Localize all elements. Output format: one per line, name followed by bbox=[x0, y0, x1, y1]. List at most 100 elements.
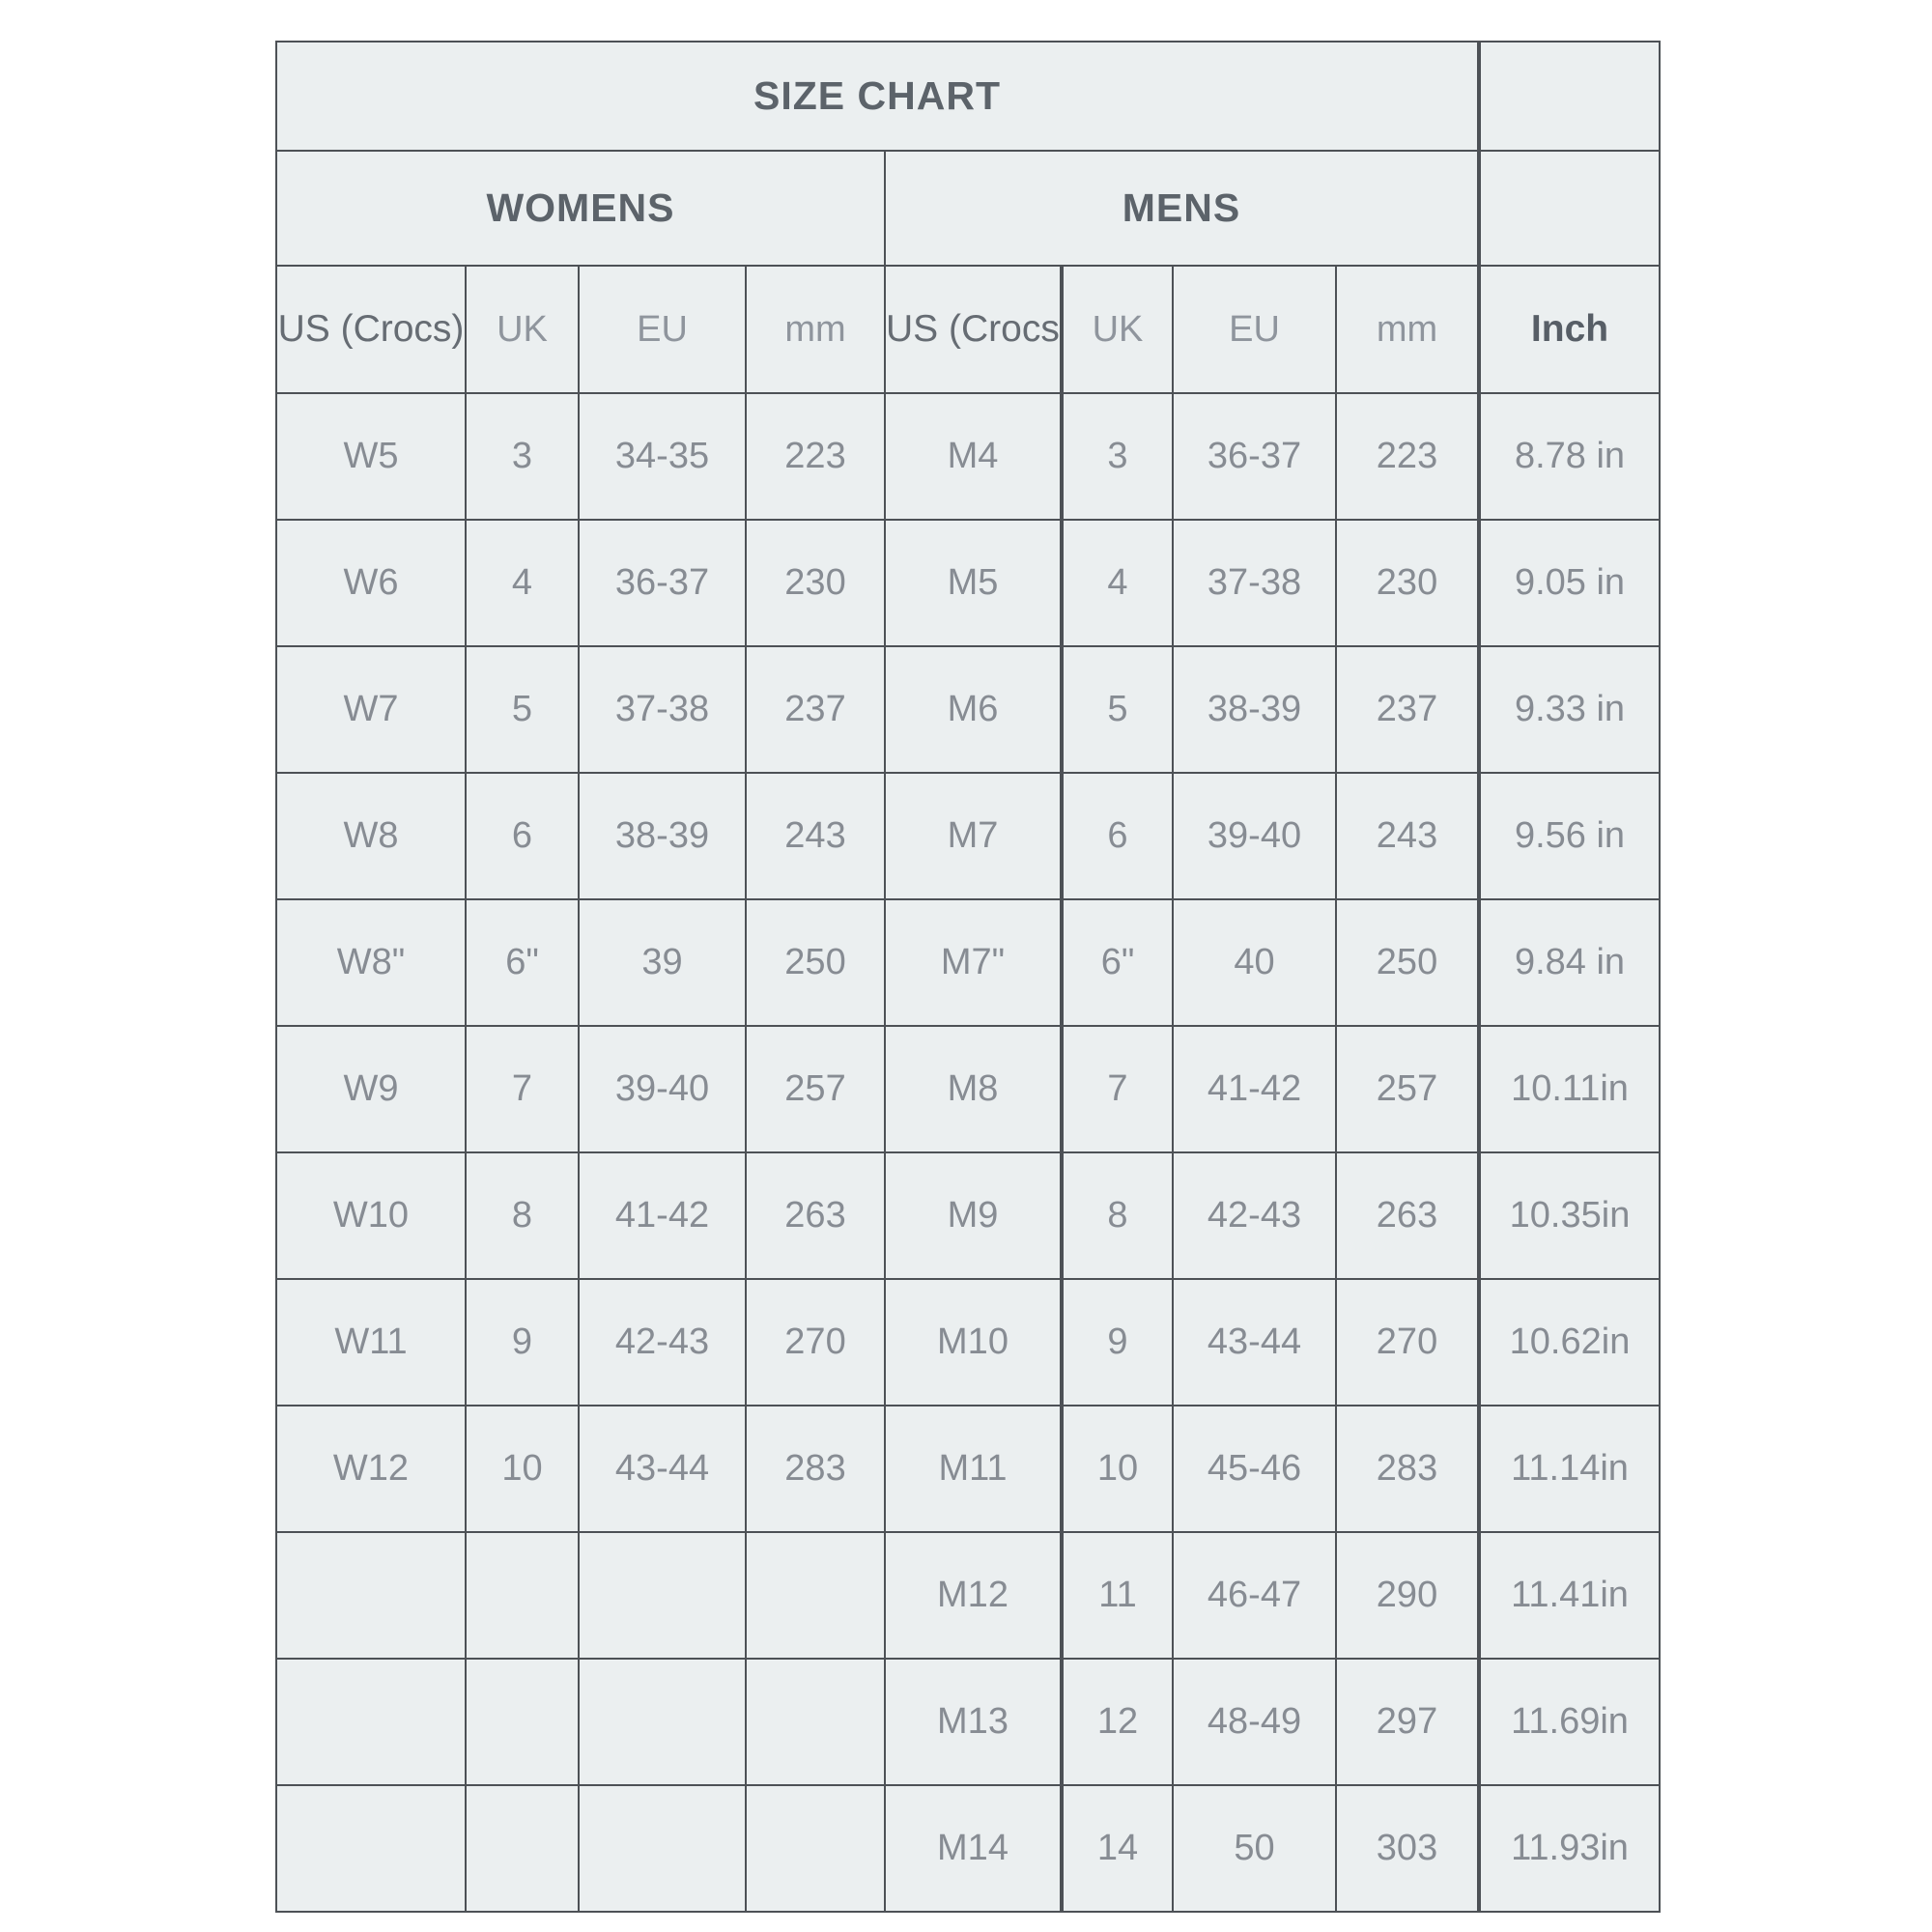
cell-uk-mens: 8 bbox=[1061, 1151, 1174, 1280]
cell-inch: 8.78 in bbox=[1478, 392, 1661, 521]
cell-us-crocs-womens bbox=[275, 1658, 467, 1786]
cell-eu-womens: 41-42 bbox=[578, 1151, 747, 1280]
table-row: M14 14 50 303 11.93in bbox=[275, 1784, 1661, 1913]
cell-uk-womens: 4 bbox=[465, 519, 580, 647]
cell-us-crocs-womens: W11 bbox=[275, 1278, 467, 1406]
cell-inch: 9.84 in bbox=[1478, 898, 1661, 1027]
cell-mm-womens: 230 bbox=[745, 519, 886, 647]
cell-us-crocs-womens: W12 bbox=[275, 1405, 467, 1533]
table-row: W7 5 37-38 237 M6 5 38-39 237 9.33 in bbox=[275, 645, 1661, 774]
cell-eu-mens: 48-49 bbox=[1172, 1658, 1337, 1786]
cell-uk-mens: 12 bbox=[1061, 1658, 1174, 1786]
cell-us-crocs-mens: M14 bbox=[884, 1784, 1064, 1913]
table-row: M12 11 46-47 290 11.41in bbox=[275, 1531, 1661, 1660]
column-header-eu-mens: EU bbox=[1172, 265, 1337, 394]
cell-mm-womens bbox=[745, 1784, 886, 1913]
title-row: SIZE CHART bbox=[275, 41, 1661, 152]
cell-eu-womens: 36-37 bbox=[578, 519, 747, 647]
cell-eu-mens: 45-46 bbox=[1172, 1405, 1337, 1533]
cell-us-crocs-womens: W8" bbox=[275, 898, 467, 1027]
cell-uk-womens bbox=[465, 1531, 580, 1660]
cell-eu-mens: 43-44 bbox=[1172, 1278, 1337, 1406]
cell-mm-womens: 257 bbox=[745, 1025, 886, 1153]
cell-inch: 11.14in bbox=[1478, 1405, 1661, 1533]
table-row: W8 6 38-39 243 M7 6 39-40 243 9.56 in bbox=[275, 772, 1661, 900]
cell-uk-mens: 4 bbox=[1061, 519, 1174, 647]
cell-us-crocs-mens: M6 bbox=[884, 645, 1064, 774]
column-header-inch: Inch bbox=[1478, 265, 1661, 394]
cell-inch: 9.56 in bbox=[1478, 772, 1661, 900]
cell-uk-mens: 7 bbox=[1061, 1025, 1174, 1153]
cell-mm-womens: 263 bbox=[745, 1151, 886, 1280]
cell-uk-mens: 10 bbox=[1061, 1405, 1174, 1533]
cell-us-crocs-womens: W5 bbox=[275, 392, 467, 521]
cell-uk-mens: 6 bbox=[1061, 772, 1174, 900]
group-header-mens: MENS bbox=[884, 150, 1481, 267]
cell-mm-womens: 237 bbox=[745, 645, 886, 774]
cell-eu-mens: 39-40 bbox=[1172, 772, 1337, 900]
group-row-spacer bbox=[1478, 150, 1661, 267]
cell-uk-womens: 10 bbox=[465, 1405, 580, 1533]
cell-us-crocs-womens: W10 bbox=[275, 1151, 467, 1280]
cell-inch: 10.35in bbox=[1478, 1151, 1661, 1280]
cell-mm-mens: 297 bbox=[1335, 1658, 1481, 1786]
table-row: W5 3 34-35 223 M4 3 36-37 223 8.78 in bbox=[275, 392, 1661, 521]
cell-mm-mens: 263 bbox=[1335, 1151, 1481, 1280]
cell-mm-womens: 243 bbox=[745, 772, 886, 900]
cell-eu-mens: 36-37 bbox=[1172, 392, 1337, 521]
cell-inch: 9.05 in bbox=[1478, 519, 1661, 647]
cell-us-crocs-mens: M10 bbox=[884, 1278, 1064, 1406]
cell-us-crocs-womens: W9 bbox=[275, 1025, 467, 1153]
cell-eu-mens: 37-38 bbox=[1172, 519, 1337, 647]
column-header-row: US (Crocs) UK EU mm US (Crocs) UK EU mm Inch bbox=[275, 265, 1661, 394]
cell-us-crocs-mens: M12 bbox=[884, 1531, 1064, 1660]
column-header-uk-womens: UK bbox=[465, 265, 580, 394]
cell-eu-mens: 50 bbox=[1172, 1784, 1337, 1913]
cell-us-crocs-womens: W8 bbox=[275, 772, 467, 900]
cell-mm-mens: 243 bbox=[1335, 772, 1481, 900]
cell-uk-womens: 6" bbox=[465, 898, 580, 1027]
cell-mm-mens: 303 bbox=[1335, 1784, 1481, 1913]
cell-eu-womens bbox=[578, 1531, 747, 1660]
table-row: W10 8 41-42 263 M9 8 42-43 263 10.35in bbox=[275, 1151, 1661, 1280]
cell-us-crocs-womens bbox=[275, 1531, 467, 1660]
cell-mm-mens: 237 bbox=[1335, 645, 1481, 774]
cell-uk-womens: 9 bbox=[465, 1278, 580, 1406]
cell-us-crocs-womens bbox=[275, 1784, 467, 1913]
cell-mm-mens: 223 bbox=[1335, 392, 1481, 521]
cell-uk-womens bbox=[465, 1658, 580, 1786]
cell-uk-womens: 6 bbox=[465, 772, 580, 900]
cell-eu-mens: 38-39 bbox=[1172, 645, 1337, 774]
cell-inch: 10.62in bbox=[1478, 1278, 1661, 1406]
title-row-spacer bbox=[1478, 41, 1661, 152]
cell-inch: 11.69in bbox=[1478, 1658, 1661, 1786]
table-row: W6 4 36-37 230 M5 4 37-38 230 9.05 in bbox=[275, 519, 1661, 647]
cell-mm-womens bbox=[745, 1658, 886, 1786]
cell-mm-mens: 290 bbox=[1335, 1531, 1481, 1660]
cell-uk-womens: 8 bbox=[465, 1151, 580, 1280]
cell-inch: 10.11in bbox=[1478, 1025, 1661, 1153]
cell-mm-womens: 283 bbox=[745, 1405, 886, 1533]
group-row: WOMENS MENS bbox=[275, 150, 1661, 267]
column-header-uk-mens: UK bbox=[1061, 265, 1174, 394]
table-row: W9 7 39-40 257 M8 7 41-42 257 10.11in bbox=[275, 1025, 1661, 1153]
cell-uk-womens: 3 bbox=[465, 392, 580, 521]
table-title: SIZE CHART bbox=[275, 41, 1481, 152]
cell-mm-mens: 270 bbox=[1335, 1278, 1481, 1406]
table-row: W8" 6" 39 250 M7" 6" 40 250 9.84 in bbox=[275, 898, 1661, 1027]
cell-uk-mens: 11 bbox=[1061, 1531, 1174, 1660]
column-header-us-crocs-womens: US (Crocs) bbox=[275, 265, 467, 394]
cell-eu-womens: 37-38 bbox=[578, 645, 747, 774]
cell-eu-mens: 40 bbox=[1172, 898, 1337, 1027]
cell-eu-womens: 43-44 bbox=[578, 1405, 747, 1533]
group-header-womens: WOMENS bbox=[275, 150, 886, 267]
cell-uk-mens: 5 bbox=[1061, 645, 1174, 774]
cell-uk-mens: 6" bbox=[1061, 898, 1174, 1027]
cell-eu-womens: 39-40 bbox=[578, 1025, 747, 1153]
column-header-mm-mens: mm bbox=[1335, 265, 1481, 394]
cell-eu-womens bbox=[578, 1658, 747, 1786]
cell-mm-womens: 270 bbox=[745, 1278, 886, 1406]
cell-eu-mens: 46-47 bbox=[1172, 1531, 1337, 1660]
cell-inch: 11.93in bbox=[1478, 1784, 1661, 1913]
